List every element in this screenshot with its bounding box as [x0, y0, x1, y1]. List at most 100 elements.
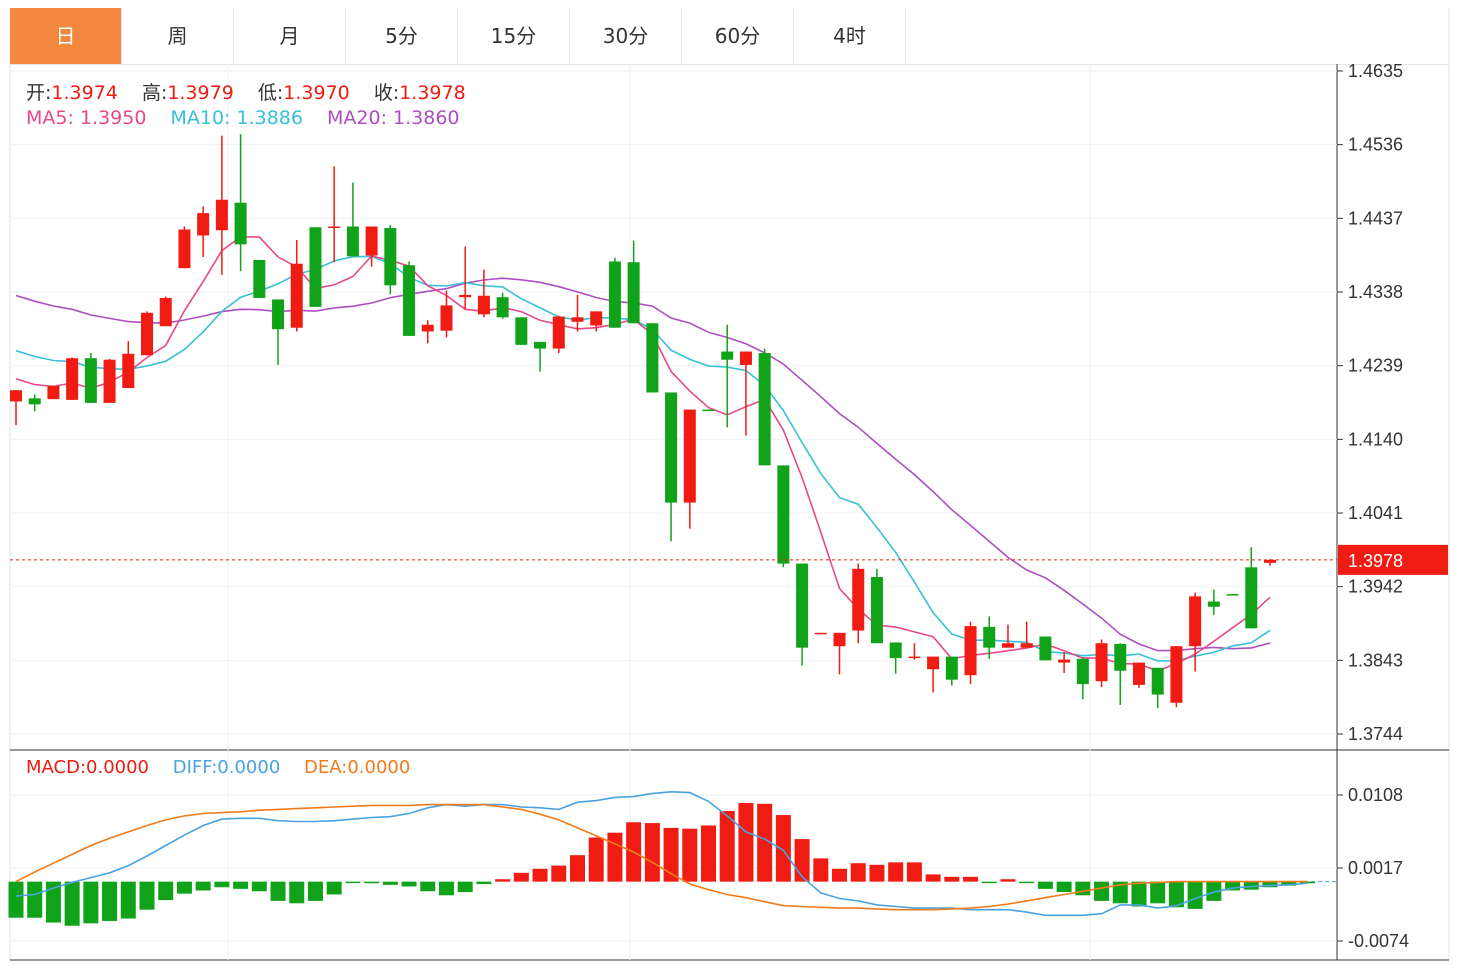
- candle-body: [964, 626, 977, 676]
- macd-bar: [850, 863, 866, 882]
- candle-body: [253, 260, 266, 298]
- candle-body: [702, 409, 715, 412]
- macd-bar: [495, 879, 511, 882]
- candle-body: [1245, 567, 1258, 629]
- macd-bar: [888, 862, 904, 882]
- period-tabs: 日周月 5分 15分 30分 60分 4时: [10, 8, 1449, 65]
- macd-bar: [513, 872, 529, 882]
- candle-body: [440, 305, 453, 331]
- macd-bar: [158, 881, 174, 901]
- y-tick-label: 1.4041: [1348, 503, 1403, 523]
- candle-body: [1170, 646, 1183, 703]
- y-tick-label: 1.3942: [1348, 577, 1403, 597]
- macd-bar: [794, 839, 810, 882]
- tab-3[interactable]: 5分: [346, 8, 458, 64]
- candle-body: [552, 316, 565, 349]
- macd-bar: [83, 881, 99, 924]
- low-value: 1.3970: [283, 82, 350, 104]
- macd-bar: [64, 881, 80, 926]
- current-price-label: 1.3978: [1348, 551, 1403, 571]
- macd-bar: [457, 881, 473, 893]
- macd-label: MACD:: [26, 757, 87, 778]
- candle-body: [290, 263, 303, 328]
- ma20-value: 1.3860: [393, 107, 460, 129]
- ma10-value: 1.3886: [236, 107, 303, 129]
- macd-bar: [102, 881, 118, 921]
- candle-body: [683, 409, 696, 503]
- macd-bar: [1094, 881, 1110, 901]
- macd-bar: [1187, 881, 1203, 909]
- candle-body: [84, 358, 97, 403]
- candle-body: [590, 311, 603, 326]
- tab-2[interactable]: 月: [234, 8, 346, 64]
- candle-body: [346, 226, 359, 257]
- y-tick-label: 1.3843: [1348, 650, 1403, 670]
- ma5-label: MA5:: [26, 107, 74, 129]
- candle-body: [983, 626, 996, 648]
- tab-1[interactable]: 周: [122, 8, 234, 64]
- tab-6[interactable]: 60分: [682, 8, 794, 64]
- y-tick-label: 1.4635: [1348, 61, 1403, 81]
- macd-bar: [738, 803, 754, 882]
- macd-bar: [925, 874, 941, 882]
- macd-bar: [195, 881, 211, 891]
- macd-bar: [644, 823, 660, 882]
- close-value: 1.3978: [399, 82, 466, 104]
- candle-body: [515, 317, 528, 345]
- ohlc-info: 开:1.3974 高:1.3979 低:1.3970 收:1.3978: [26, 78, 466, 105]
- tab-7[interactable]: 4时: [794, 8, 906, 64]
- candle-body: [721, 351, 734, 360]
- candle-body: [908, 656, 921, 659]
- candle-body: [945, 656, 958, 680]
- candle-body: [328, 226, 341, 229]
- open-label: 开:: [26, 82, 52, 104]
- macd-bar: [701, 825, 717, 882]
- candle-body: [608, 261, 621, 328]
- candle-body: [1264, 559, 1276, 563]
- open-value: 1.3974: [51, 82, 118, 104]
- macd-bar: [1168, 881, 1184, 908]
- candle-body: [122, 353, 135, 388]
- macd-bar: [663, 827, 679, 882]
- dea-value: 0.0000: [347, 757, 411, 778]
- macd-bar: [569, 855, 585, 882]
- diff-value: 0.0000: [217, 757, 281, 778]
- current-price-box: [1338, 544, 1448, 575]
- macd-bar: [233, 881, 249, 889]
- y-tick-label: 1.4536: [1348, 135, 1403, 155]
- macd-bar: [420, 881, 436, 892]
- high-label: 高:: [141, 82, 168, 104]
- candle-body: [28, 398, 41, 405]
- macd-bar: [176, 881, 192, 894]
- tab-0[interactable]: 日: [10, 8, 122, 64]
- macd-tick-label: 0.0108: [1348, 785, 1403, 805]
- candle-body: [309, 227, 322, 307]
- macd-bar: [8, 881, 24, 918]
- ma20-label: MA20:: [327, 107, 387, 129]
- candle-body: [272, 299, 285, 330]
- tab-4[interactable]: 15分: [458, 8, 570, 64]
- dea-label: DEA:: [304, 757, 348, 778]
- macd-tick-label: 0.0017: [1348, 858, 1403, 878]
- macd-bar: [1243, 881, 1259, 890]
- ma20-line: [15, 277, 1271, 652]
- close-label: 收:: [373, 82, 400, 104]
- macd-bar: [120, 881, 136, 919]
- ma5-line: [15, 236, 1271, 672]
- tab-5[interactable]: 30分: [570, 8, 682, 64]
- macd-bar: [1075, 881, 1091, 896]
- candle-body: [1039, 636, 1052, 661]
- ma10-line: [15, 255, 1271, 662]
- macd-bar: [963, 876, 979, 882]
- macd-bar: [551, 865, 567, 882]
- candle-body: [66, 358, 79, 400]
- candle-body: [665, 392, 678, 503]
- macd-bar: [981, 881, 997, 884]
- macd-bar: [438, 881, 454, 896]
- macd-bar: [364, 881, 380, 884]
- macd-bar: [944, 876, 960, 882]
- candle-body: [646, 323, 659, 393]
- macd-bar: [588, 837, 604, 882]
- macd-bar: [214, 881, 230, 888]
- macd-bar: [382, 881, 398, 885]
